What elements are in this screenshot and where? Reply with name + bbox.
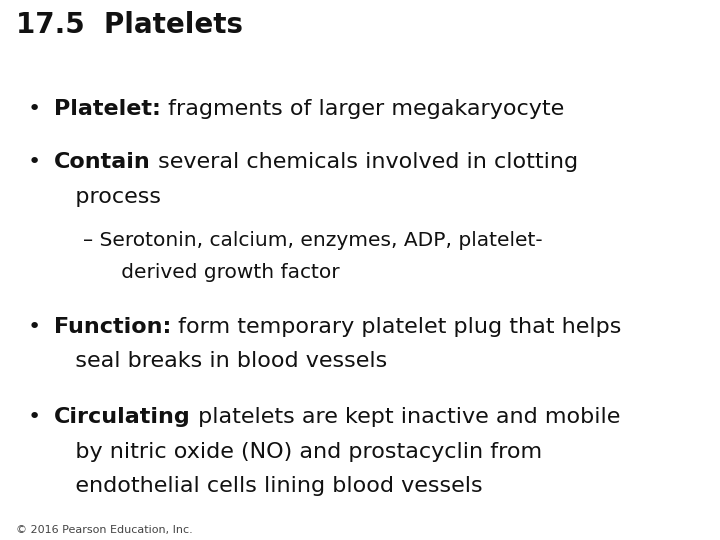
Text: – Serotonin, calcium, enzymes, ADP, platelet-: – Serotonin, calcium, enzymes, ADP, plat… bbox=[83, 232, 542, 251]
Text: seal breaks in blood vessels: seal breaks in blood vessels bbox=[54, 351, 387, 371]
Text: 17.5  Platelets: 17.5 Platelets bbox=[16, 11, 243, 39]
Text: Circulating: Circulating bbox=[54, 407, 191, 428]
Text: •: • bbox=[27, 407, 40, 428]
Text: endothelial cells lining blood vessels: endothelial cells lining blood vessels bbox=[54, 476, 482, 496]
Text: Contain: Contain bbox=[54, 152, 150, 172]
Text: Platelet:: Platelet: bbox=[54, 98, 161, 118]
Text: process: process bbox=[54, 187, 161, 207]
Text: several chemicals involved in clotting: several chemicals involved in clotting bbox=[150, 152, 578, 172]
Text: fragments of larger megakaryocyte: fragments of larger megakaryocyte bbox=[161, 98, 564, 118]
Text: © 2016 Pearson Education, Inc.: © 2016 Pearson Education, Inc. bbox=[16, 524, 192, 535]
Text: derived growth factor: derived growth factor bbox=[83, 264, 339, 282]
Text: by nitric oxide (NO) and prostacyclin from: by nitric oxide (NO) and prostacyclin fr… bbox=[54, 442, 542, 462]
Text: Function:: Function: bbox=[54, 317, 171, 337]
Text: •: • bbox=[27, 98, 40, 118]
Text: platelets are kept inactive and mobile: platelets are kept inactive and mobile bbox=[191, 407, 620, 428]
Text: form temporary platelet plug that helps: form temporary platelet plug that helps bbox=[171, 317, 622, 337]
Text: •: • bbox=[27, 152, 40, 172]
Text: •: • bbox=[27, 317, 40, 337]
